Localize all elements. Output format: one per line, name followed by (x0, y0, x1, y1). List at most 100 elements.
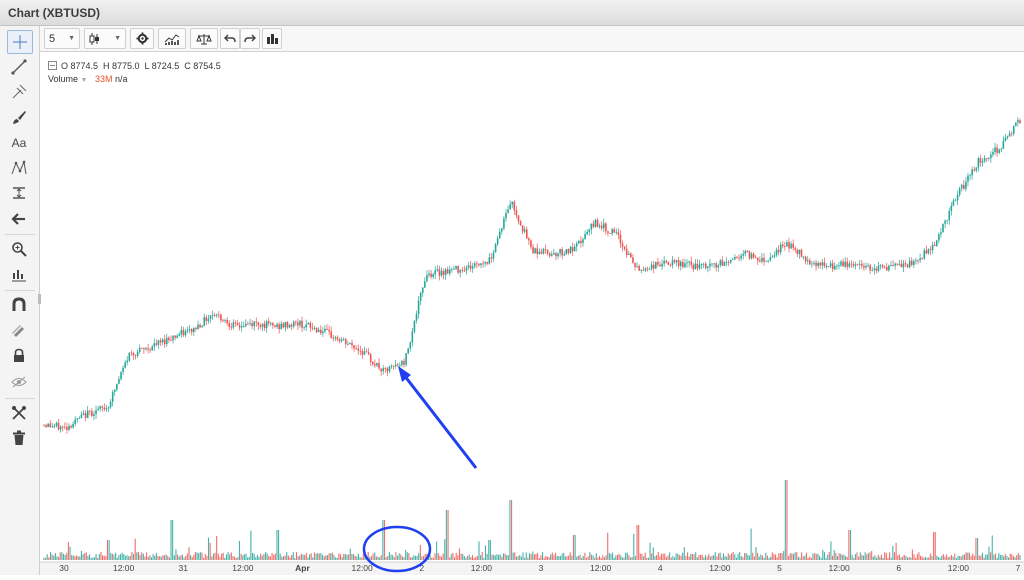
volume-bar (74, 556, 76, 560)
volume-bar (955, 557, 957, 560)
volume-bar (196, 552, 198, 560)
volume-bar (564, 556, 566, 560)
volume-profile-tool[interactable] (7, 264, 31, 286)
candle-body (690, 261, 692, 265)
candle-body (47, 423, 49, 428)
measure-tool[interactable] (7, 182, 31, 204)
indicators-button[interactable] (158, 28, 186, 49)
volume-bar (266, 553, 268, 560)
candle-body (586, 231, 588, 235)
volume-bar (871, 550, 873, 560)
sidebar-collapse-handle[interactable] (38, 294, 41, 304)
text-tool[interactable]: Aa (7, 132, 31, 154)
drawing-tools-sidebar: Aa (0, 26, 41, 575)
candle-body (151, 346, 154, 351)
volume-bar (1006, 556, 1008, 560)
candle-body (933, 244, 936, 246)
candle-body (457, 266, 459, 273)
brush-tool[interactable] (7, 106, 31, 128)
zoom-tool[interactable] (7, 238, 31, 260)
volume-bar (929, 553, 931, 560)
compare-button[interactable] (190, 28, 218, 49)
volume-bar (416, 555, 418, 560)
volume-bar (315, 553, 317, 560)
volume-bar (155, 553, 157, 560)
candle-body (403, 360, 405, 365)
volume-bar (146, 552, 148, 560)
volume-bar (915, 557, 917, 560)
volume-bar (300, 553, 302, 560)
volume-bar (274, 553, 276, 560)
volume-bar (947, 557, 949, 560)
redo-button[interactable] (240, 28, 260, 49)
volume-bar (949, 556, 951, 560)
volume-bar (483, 557, 485, 560)
chart-area[interactable]: 30 12:00 31 12:00 Apr 12:00 2 12:00 3 12:00 4 12:00… (40, 52, 1024, 575)
candle-body (682, 261, 684, 268)
volume-bar (771, 552, 773, 560)
candle-body (340, 339, 343, 342)
candle-body (567, 249, 570, 253)
pitchfork-tool[interactable] (7, 81, 31, 103)
collapse-legend-icon[interactable] (48, 61, 57, 70)
volume-bar (835, 552, 837, 560)
fullscreen-bars-button[interactable] (262, 28, 282, 49)
interval-select[interactable]: 5 ▼ (44, 28, 80, 49)
volume-bar (480, 555, 482, 560)
stay-drawing-tool[interactable] (7, 320, 31, 342)
candle-body (501, 228, 503, 232)
volume-bar (111, 553, 113, 560)
candle-body (775, 249, 778, 256)
candle-body (184, 331, 187, 336)
candle-body (667, 262, 670, 265)
tools-button[interactable] (7, 402, 31, 424)
volume-bar (295, 552, 298, 560)
candle-body (969, 175, 971, 177)
volume-bar (183, 557, 185, 560)
candle-body (238, 325, 241, 328)
volume-bar (742, 557, 744, 560)
x-tick-label: 2 (419, 563, 424, 573)
chart-style-select[interactable]: ▼ (84, 28, 126, 49)
volume-bar (261, 555, 263, 560)
candle-body (987, 158, 990, 159)
candle-body (267, 321, 270, 324)
lock-tool[interactable] (7, 345, 31, 367)
candle-body (1019, 120, 1021, 124)
delete-drawings-button[interactable] (7, 427, 31, 449)
candle-body (850, 263, 853, 265)
volume-bar (781, 553, 783, 560)
trend-line-tool[interactable] (7, 56, 31, 78)
volume-bar (234, 556, 236, 560)
volume-bar (631, 557, 633, 560)
candle-body (765, 261, 767, 263)
volume-bar (361, 557, 363, 560)
volume-bar (281, 556, 283, 560)
undo-button[interactable] (220, 28, 240, 49)
magnet-tool[interactable] (7, 294, 31, 316)
pattern-tool[interactable] (7, 157, 31, 179)
candle-body (207, 319, 210, 322)
candle-body (748, 251, 751, 259)
candle-body (147, 348, 149, 350)
candle-body (707, 266, 709, 269)
candle-body (428, 273, 430, 276)
volume-bar (595, 553, 597, 560)
chevron-down-icon[interactable]: ▼ (80, 77, 88, 84)
volume-bar (1004, 554, 1006, 560)
back-tool[interactable] (7, 208, 31, 230)
candle-body (363, 351, 366, 355)
candle-body (675, 260, 678, 263)
volume-bar (825, 557, 827, 560)
volume-bar (209, 542, 211, 560)
hide-drawings-tool[interactable] (7, 371, 31, 393)
settings-button[interactable] (130, 28, 154, 49)
crosshair-tool[interactable] (7, 30, 33, 54)
volume-bar (284, 555, 286, 560)
candle-body (952, 200, 955, 206)
candle-body (357, 348, 360, 351)
volume-bar (408, 553, 410, 560)
candle-body (436, 269, 439, 271)
candle-body (124, 362, 126, 368)
volume-bar (147, 556, 149, 560)
